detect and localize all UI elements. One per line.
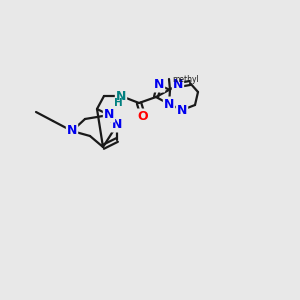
Text: methyl: methyl (172, 74, 199, 83)
Text: N: N (173, 79, 183, 92)
Text: O: O (138, 110, 148, 122)
Text: H: H (114, 98, 122, 108)
Text: N: N (112, 118, 122, 131)
Text: N: N (67, 124, 77, 137)
Text: N: N (177, 103, 187, 116)
Text: N: N (104, 109, 114, 122)
Text: N: N (116, 89, 126, 103)
Text: N: N (164, 98, 174, 110)
Text: N: N (154, 79, 164, 92)
